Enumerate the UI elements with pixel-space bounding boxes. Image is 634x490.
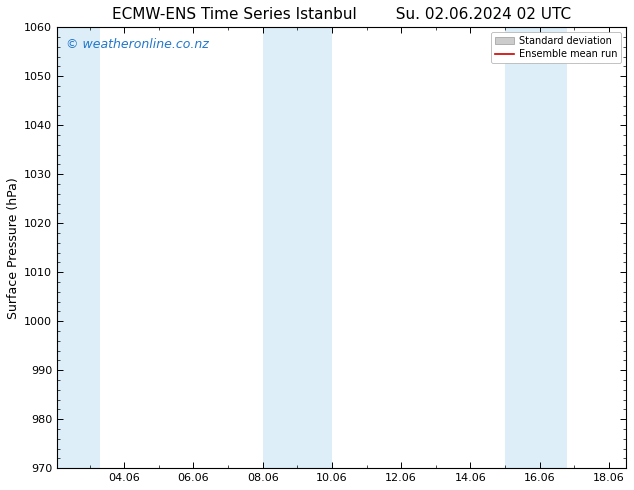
Y-axis label: Surface Pressure (hPa): Surface Pressure (hPa)	[7, 177, 20, 318]
Text: © weatheronline.co.nz: © weatheronline.co.nz	[66, 38, 209, 51]
Bar	[505, 27, 567, 468]
Bar	[262, 27, 332, 468]
Title: ECMW-ENS Time Series Istanbul        Su. 02.06.2024 02 UTC: ECMW-ENS Time Series Istanbul Su. 02.06.…	[112, 7, 571, 22]
Bar	[57, 27, 100, 468]
Legend: Standard deviation, Ensemble mean run: Standard deviation, Ensemble mean run	[491, 32, 621, 63]
